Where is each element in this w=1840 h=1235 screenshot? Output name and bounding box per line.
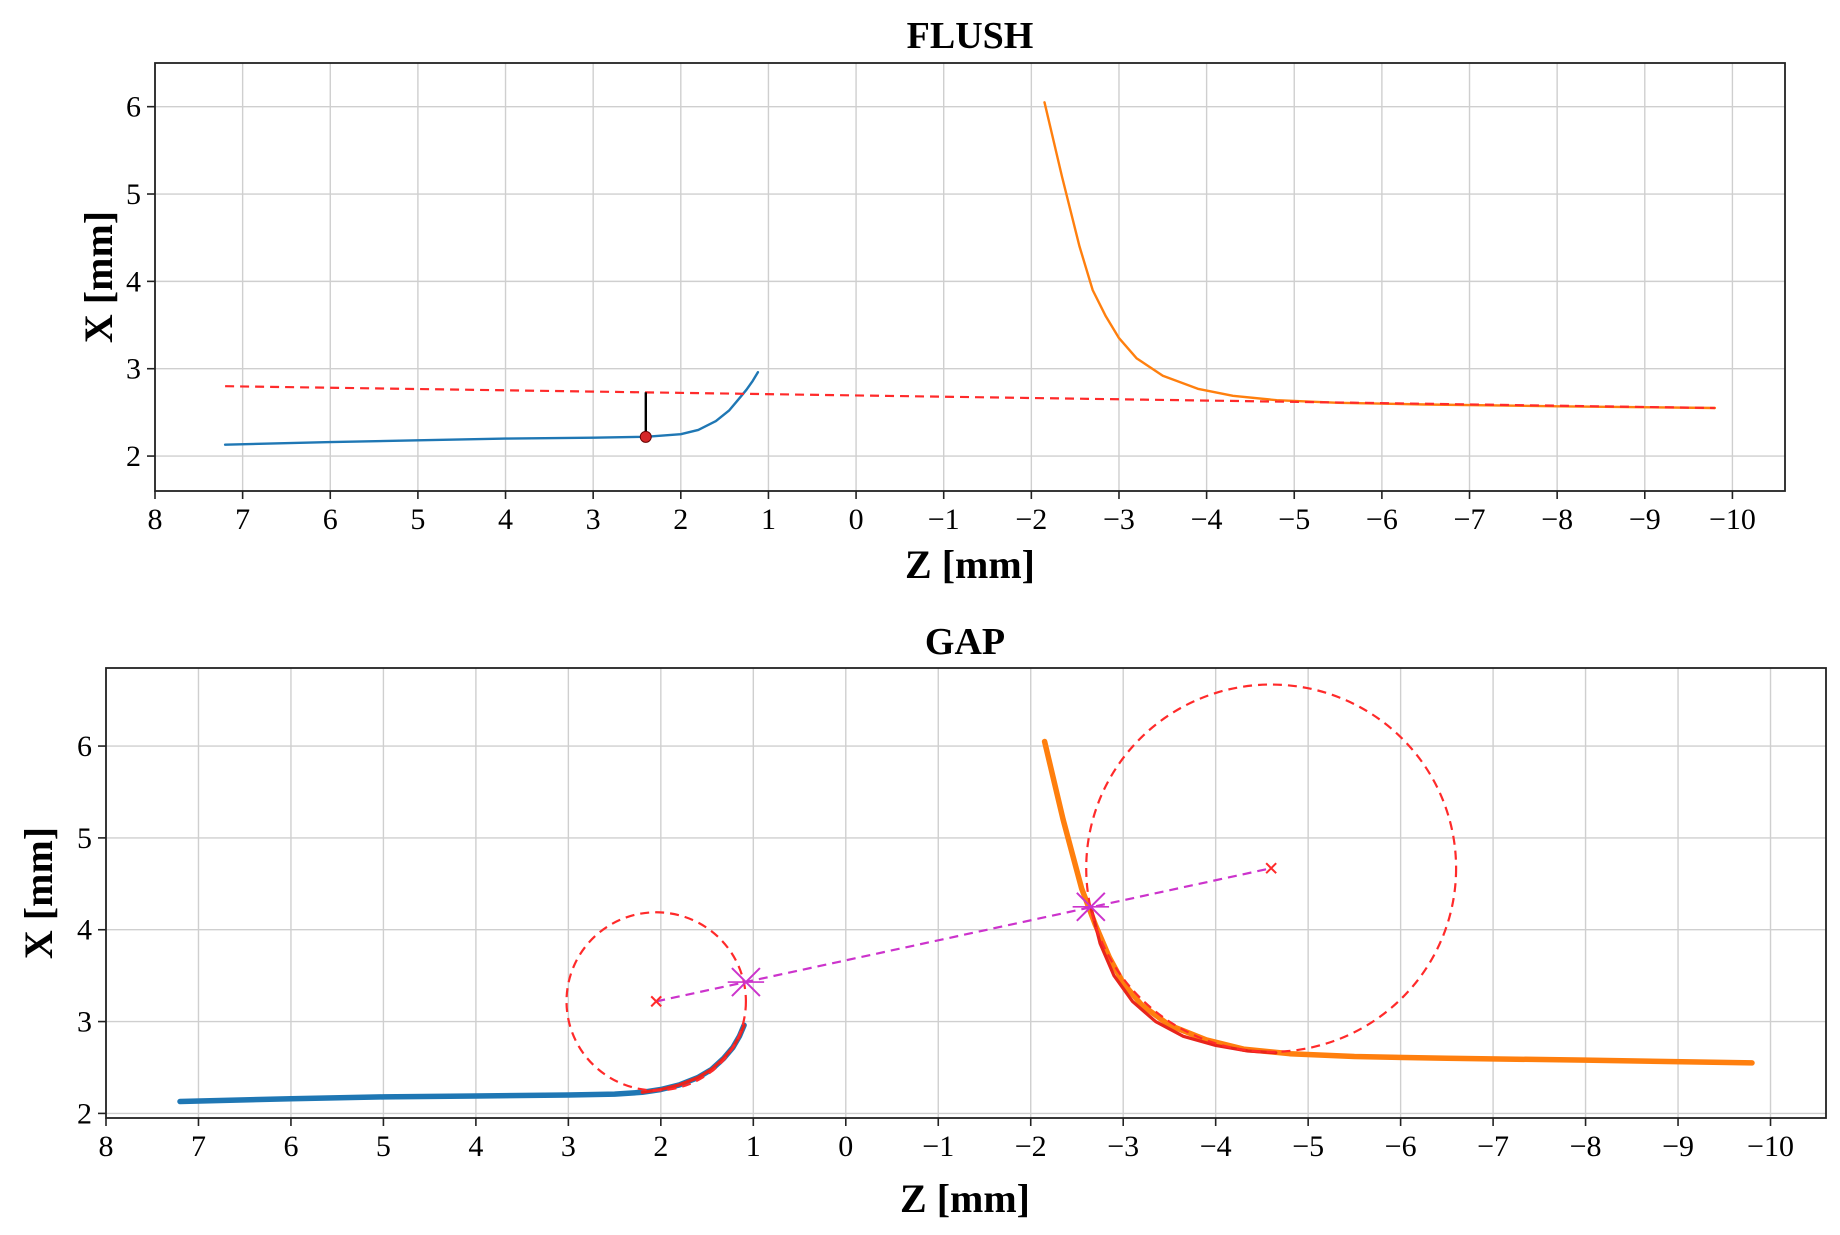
chart-gap-y-axis-label: X [mm] — [16, 827, 61, 959]
x-tick-label: 2 — [673, 503, 688, 536]
x-tick-label: 8 — [148, 503, 163, 536]
x-tick-label: 5 — [376, 1130, 391, 1163]
tangent-marker — [727, 967, 765, 997]
chart-flush-plot-frame — [154, 62, 1786, 492]
y-tick-label: 4 — [126, 265, 141, 298]
x-tick-label: 7 — [191, 1130, 206, 1163]
x-tick-label: −4 — [1200, 1130, 1232, 1163]
x-tick-label: 0 — [849, 503, 864, 536]
x-tick-label: −3 — [1103, 503, 1135, 536]
chart-gap-title: GAP — [925, 621, 1005, 663]
x-tick-label: −10 — [1709, 503, 1756, 536]
y-tick-label: 5 — [126, 178, 141, 211]
x-tick-label: −1 — [928, 503, 960, 536]
x-tick-label: 7 — [235, 503, 250, 536]
center-marker — [1265, 862, 1277, 874]
x-tick-label: 4 — [468, 1130, 483, 1163]
series-line-1 — [1041, 738, 1755, 1066]
y-tick-label: 3 — [77, 1006, 92, 1039]
x-tick-label: −8 — [1570, 1130, 1602, 1163]
dashed-line-2 — [225, 385, 1715, 410]
x-tick-label: 6 — [283, 1130, 298, 1163]
x-tick-label: −1 — [922, 1130, 954, 1163]
chart-flush-ticks: 8 7 6 5 4 3 2 1 0 −1 −2 −3 −4 −5 −6 −7 −8 −9 −10 2 3 4 5 6 — [126, 91, 1756, 536]
chart-gap-series — [177, 683, 1755, 1105]
chart-flush-y-axis-label: X [mm] — [76, 211, 121, 343]
chart-gap-grid — [105, 668, 1826, 1118]
center-marker — [650, 995, 662, 1008]
x-tick-label: −2 — [1015, 503, 1047, 536]
chart-gap-ticks: 8 7 6 5 4 3 2 1 0 −1 −2 −3 −4 −5 −6 −7 −8 −9 −10 2 3 4 5 6 — [77, 730, 1794, 1163]
x-tick-label: 8 — [99, 1130, 114, 1163]
chart-flush-title: FLUSH — [907, 15, 1034, 57]
x-tick-label: −4 — [1191, 503, 1223, 536]
chart-flush-grid — [154, 63, 1785, 491]
x-tick-label: 1 — [761, 503, 776, 536]
chart-flush-x-axis-label: Z [mm] — [905, 542, 1035, 587]
x-tick-label: −9 — [1662, 1130, 1694, 1163]
y-tick-label: 5 — [77, 822, 92, 855]
chart-flush-series — [223, 101, 1717, 446]
y-tick-label: 3 — [126, 353, 141, 386]
x-tick-label: −5 — [1292, 1130, 1324, 1163]
series-line-1 — [1043, 101, 1717, 410]
chart-gap-plot-frame — [105, 667, 1827, 1119]
x-tick-label: 4 — [498, 503, 513, 536]
x-tick-label: 3 — [586, 503, 601, 536]
x-tick-label: −7 — [1454, 503, 1486, 536]
x-tick-label: −3 — [1107, 1130, 1139, 1163]
fitted-circle-5 — [1085, 683, 1458, 1053]
x-tick-label: −8 — [1541, 503, 1573, 536]
y-tick-label: 6 — [77, 730, 92, 763]
data-point — [639, 430, 652, 443]
fitted-circle-4 — [565, 911, 748, 1092]
x-tick-label: −6 — [1366, 503, 1398, 536]
x-tick-label: 0 — [838, 1130, 853, 1163]
x-tick-label: 3 — [561, 1130, 576, 1163]
chart-gap: GAP 8 7 6 5 4 3 2 1 0 −1 −2 −3 −4 −5 −6 −7 −8 −9 −1023456 … — [16, 621, 1827, 1221]
y-tick-label: 4 — [77, 914, 92, 947]
series-line-2 — [640, 1023, 746, 1094]
tangent-marker — [1072, 892, 1110, 922]
x-tick-label: −7 — [1477, 1130, 1509, 1163]
x-tick-label: 6 — [323, 503, 338, 536]
y-tick-label: 2 — [126, 440, 141, 473]
x-tick-label: −2 — [1015, 1130, 1047, 1163]
x-tick-label: −9 — [1629, 503, 1661, 536]
chart-gap-x-axis-label: Z [mm] — [900, 1176, 1030, 1221]
x-tick-label: 5 — [410, 503, 425, 536]
x-tick-label: 2 — [653, 1130, 668, 1163]
y-tick-label: 2 — [77, 1097, 92, 1130]
x-tick-label: 1 — [746, 1130, 761, 1163]
series-line-0 — [223, 371, 760, 446]
y-tick-label: 6 — [126, 91, 141, 124]
x-tick-label: −5 — [1278, 503, 1310, 536]
x-tick-label: −10 — [1747, 1130, 1794, 1163]
chart-flush: FLUSH 8 7 6 5 4 3 2 1 0 −1 −2 −3 −4 −5 −6 −7 −8 −9 −10 2 3 4 5… — [76, 15, 1786, 587]
x-tick-label: −6 — [1385, 1130, 1417, 1163]
